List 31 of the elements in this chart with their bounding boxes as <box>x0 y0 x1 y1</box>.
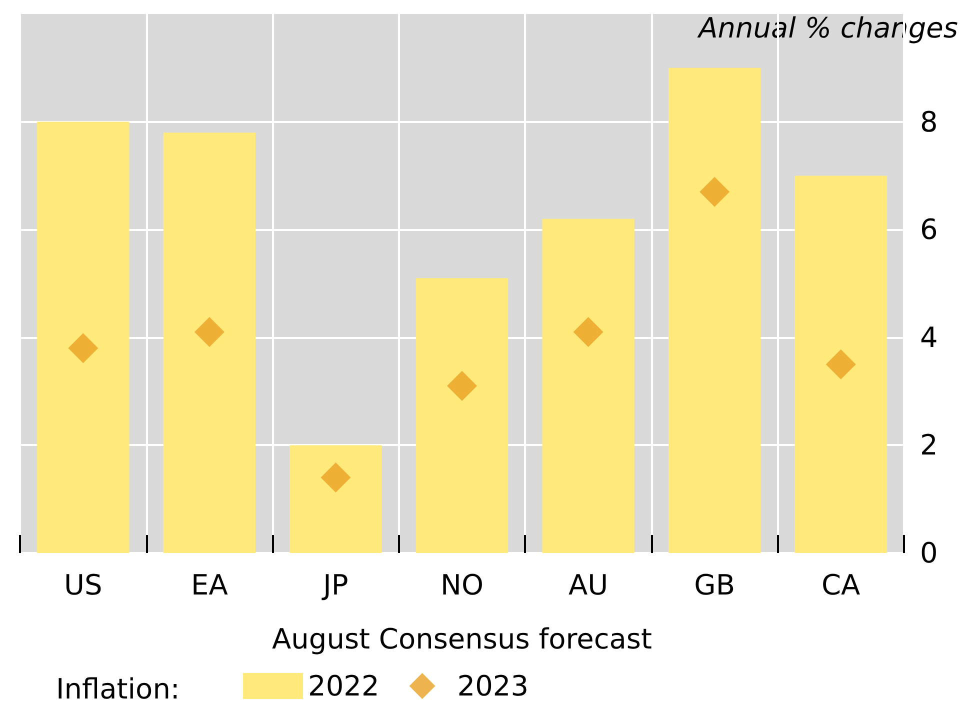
point <box>447 370 477 401</box>
bar <box>668 68 761 553</box>
point <box>826 349 856 380</box>
bar <box>290 445 382 553</box>
bar <box>542 218 634 553</box>
legend-title: Inflation: <box>56 672 180 706</box>
bar <box>416 278 508 553</box>
x-axis-title: August Consensus forecast <box>272 622 652 656</box>
bar <box>163 132 256 553</box>
y-tick-label: 0 <box>920 536 938 570</box>
bar <box>37 122 130 553</box>
x-tick-label: CA <box>822 568 860 602</box>
legend-label: 2022 <box>308 670 380 702</box>
point <box>68 333 98 364</box>
x-tick-label: EA <box>191 568 228 602</box>
point <box>320 462 351 493</box>
y-tick-label: 8 <box>920 105 938 138</box>
x-tick-label: NO <box>440 568 484 602</box>
x-tick-label: US <box>64 568 102 602</box>
x-tick-label: GB <box>694 568 736 602</box>
y-tick-label: 4 <box>920 320 938 354</box>
point <box>573 317 604 348</box>
y-axis-title: Annual % changes <box>696 12 958 44</box>
x-tick-label: JP <box>321 568 348 602</box>
x-tick-label: AU <box>568 568 608 602</box>
legend-label: 2023 <box>457 670 529 702</box>
bar <box>794 176 887 553</box>
point <box>194 317 224 348</box>
y-tick-label: 2 <box>920 428 938 462</box>
y-tick-label: 6 <box>920 213 938 246</box>
point <box>700 176 730 207</box>
